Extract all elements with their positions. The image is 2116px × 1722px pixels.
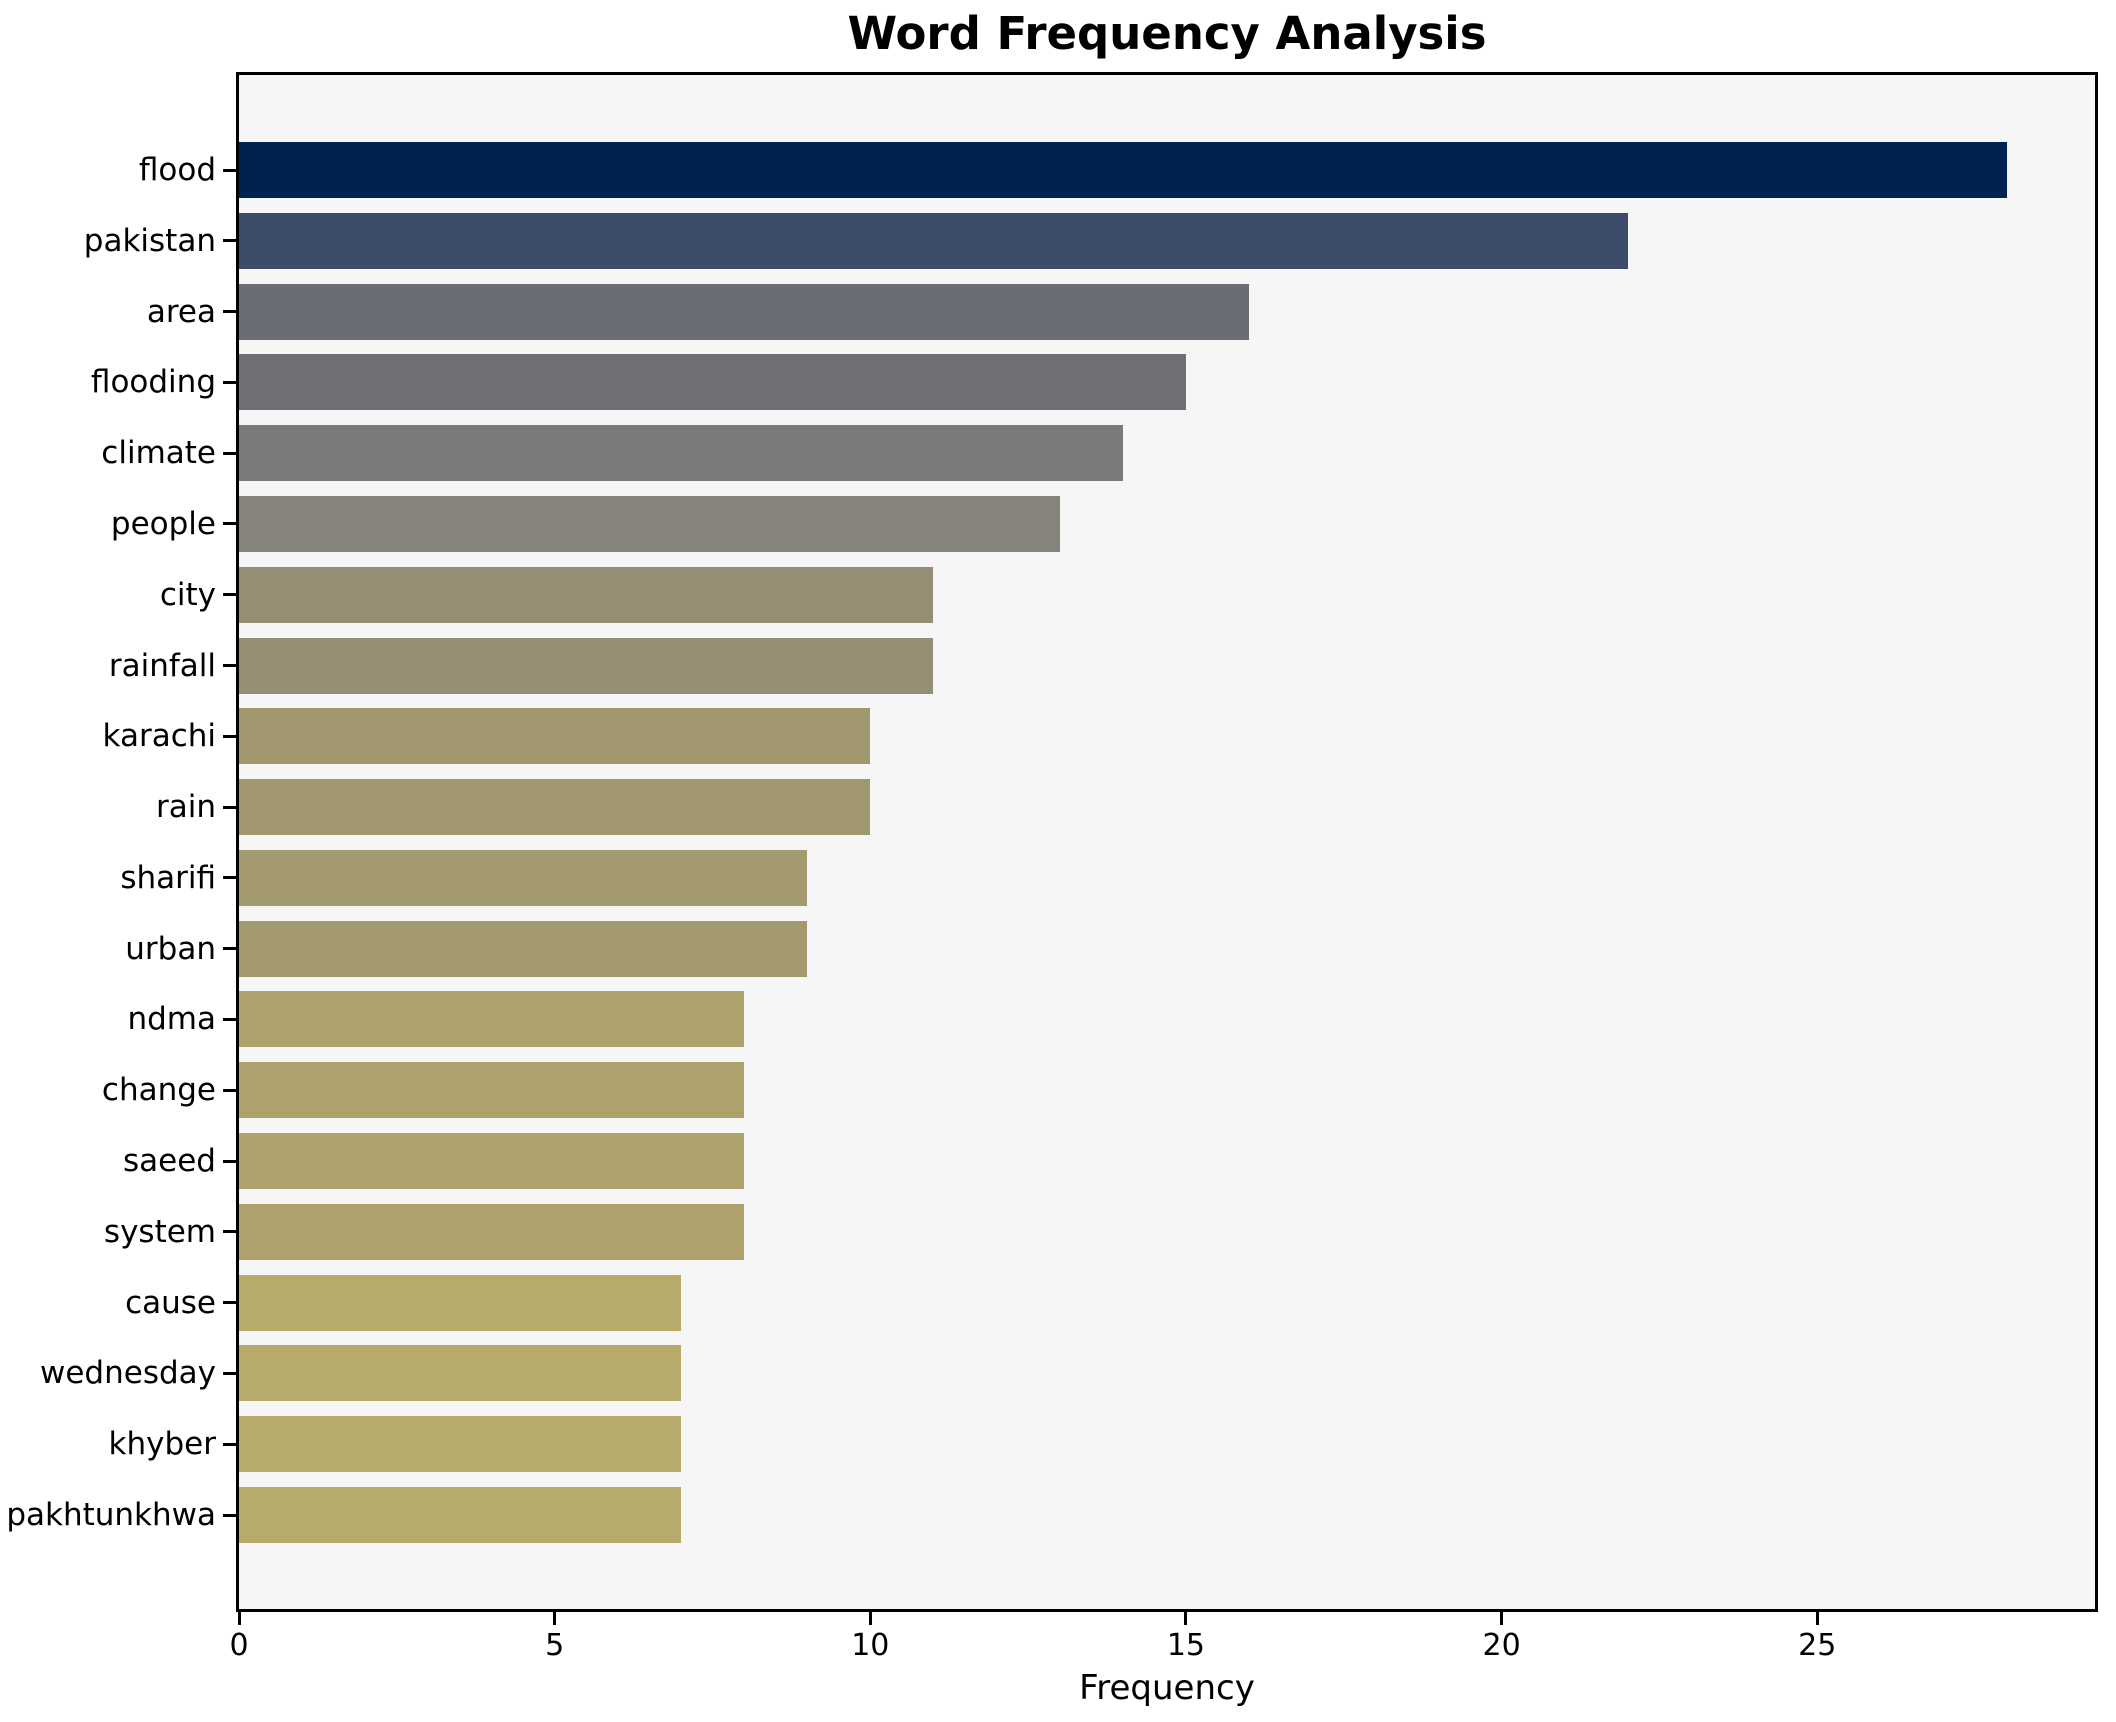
bar-flood [239, 142, 2007, 198]
y-tick-label-flooding: flooding [90, 364, 216, 401]
y-tick-label-urban: urban [125, 930, 216, 967]
y-tick [223, 805, 236, 809]
x-tick-label: 20 [1482, 1628, 1521, 1663]
x-tick-label: 25 [1798, 1628, 1837, 1663]
x-tick [237, 1612, 241, 1625]
bar-rainfall [239, 637, 934, 694]
y-tick-label-area: area [146, 293, 216, 330]
y-tick-label-flood: flood [138, 152, 216, 188]
y-tick [223, 947, 236, 951]
bar-karachi [239, 708, 871, 765]
y-tick-label-change: change [101, 1072, 216, 1109]
bar-ndma [239, 991, 745, 1048]
y-tick-label-rainfall: rainfall [108, 647, 216, 684]
y-tick [223, 1442, 236, 1446]
y-tick-label-khyber: khyber [108, 1426, 216, 1463]
bar-cause [239, 1274, 681, 1331]
plot-area [236, 72, 2098, 1612]
y-tick [223, 451, 236, 455]
y-tick [223, 1371, 236, 1375]
bar-pakhtunkhwa [239, 1487, 681, 1543]
y-tick-label-city: city [159, 576, 216, 613]
y-tick-label-climate: climate [101, 435, 216, 472]
x-tick [1815, 1612, 1819, 1625]
y-tick [223, 380, 236, 384]
bar-people [239, 495, 1060, 552]
x-axis-title: Frequency [1079, 1668, 1255, 1708]
y-tick-label-karachi: karachi [102, 718, 216, 755]
y-tick [223, 1088, 236, 1092]
y-tick [223, 310, 236, 314]
bar-rain [239, 779, 871, 836]
y-tick [223, 1230, 236, 1234]
bar-saeed [239, 1133, 745, 1190]
y-tick [223, 522, 236, 526]
bar-city [239, 566, 934, 623]
y-tick-label-wednesday: wednesday [40, 1355, 216, 1392]
x-tick-label: 5 [545, 1628, 565, 1663]
y-tick [223, 168, 236, 172]
y-tick [223, 664, 236, 668]
bar-flooding [239, 354, 1186, 411]
y-tick-label-people: people [110, 505, 216, 542]
y-tick [223, 239, 236, 243]
y-tick-label-pakistan: pakistan [83, 222, 216, 259]
y-tick-label-sharifi: sharifi [120, 859, 216, 896]
bar-change [239, 1062, 745, 1119]
x-tick-label: 15 [1166, 1628, 1206, 1663]
chart-title: Word Frequency Analysis [847, 7, 1487, 60]
bar-sharifi [239, 849, 808, 906]
x-tick [1184, 1612, 1188, 1625]
x-tick-label: 10 [851, 1628, 890, 1663]
y-tick [223, 1017, 236, 1021]
bar-khyber [239, 1416, 681, 1473]
bar-climate [239, 425, 1123, 482]
bar-area [239, 283, 1250, 340]
y-tick-label-system: system [103, 1213, 216, 1250]
y-tick [223, 734, 236, 738]
y-tick [223, 1301, 236, 1305]
bar-urban [239, 920, 808, 977]
bar-pakistan [239, 212, 1628, 269]
plot-inner [239, 75, 2095, 1609]
y-tick [223, 593, 236, 597]
y-tick [223, 876, 236, 880]
x-tick [868, 1612, 872, 1625]
y-tick-label-ndma: ndma [127, 1001, 216, 1038]
y-tick-label-saeed: saeed [123, 1143, 216, 1180]
y-tick-label-rain: rain [155, 789, 216, 826]
bar-wednesday [239, 1345, 681, 1402]
x-tick [553, 1612, 557, 1625]
x-tick [1500, 1612, 1504, 1625]
y-tick-label-pakhtunkhwa: pakhtunkhwa [6, 1497, 216, 1533]
x-tick-label: 0 [229, 1628, 249, 1663]
y-tick [223, 1513, 236, 1517]
y-tick [223, 1159, 236, 1163]
bar-system [239, 1203, 745, 1260]
y-tick-label-cause: cause [125, 1284, 216, 1321]
